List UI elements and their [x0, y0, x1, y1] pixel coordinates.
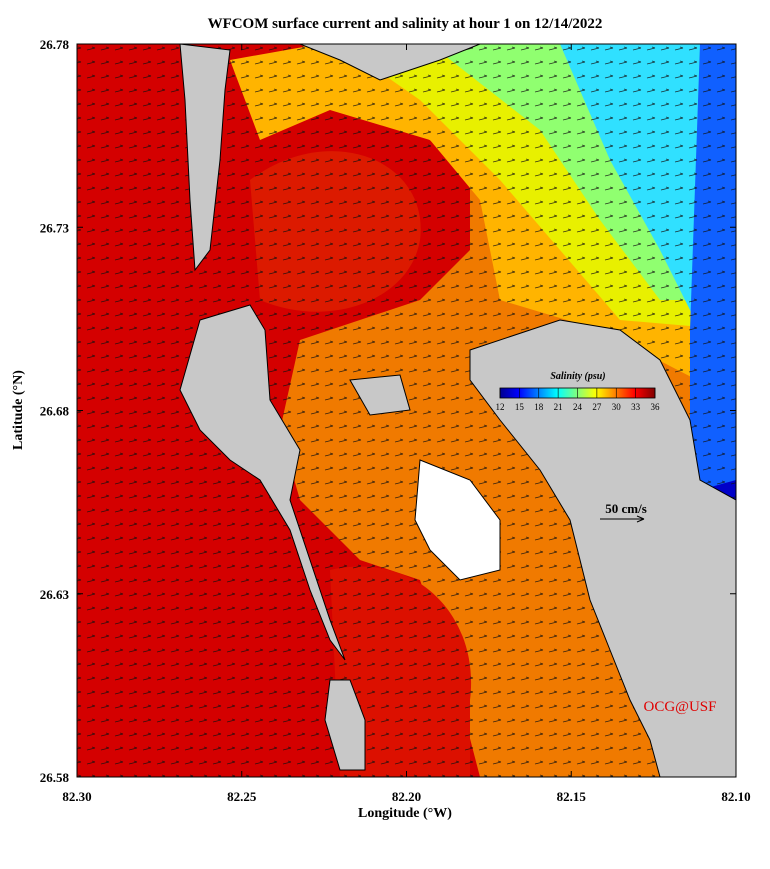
arrow-head	[636, 515, 645, 523]
land-north	[299, 44, 481, 81]
y-tick-label: 26.73	[40, 220, 70, 235]
land	[179, 44, 736, 777]
colorbar-tick-label: 18	[534, 402, 544, 412]
colorbar-tick-label: 36	[651, 402, 661, 412]
y-tick-label: 26.68	[40, 404, 70, 419]
colorbar-tick-label: 12	[496, 402, 505, 412]
y-axis-label: Latitude (°N)	[11, 370, 26, 450]
title: WFCOM surface current and salinity at ho…	[208, 16, 603, 32]
scale-arrow: 50 cm/s	[600, 501, 647, 523]
colorbar-tick-label: 30	[612, 402, 622, 412]
x-axis-label: Longitude (°W)	[358, 806, 452, 821]
lake	[414, 459, 501, 581]
y-tick-label: 26.78	[40, 37, 70, 52]
x-tick-label: 82.15	[557, 789, 587, 804]
colorbar-tick-label: 15	[515, 402, 525, 412]
colorbar-tick-label: 24	[573, 402, 583, 412]
x-tick-label: 82.30	[62, 789, 91, 804]
island	[179, 44, 231, 272]
x-tick-label: 82.20	[392, 789, 421, 804]
island	[179, 304, 346, 661]
x-tick-label: 82.10	[721, 789, 750, 804]
y-tick-label: 26.63	[40, 587, 70, 602]
credit: OCG@USF	[643, 699, 716, 715]
mainland	[469, 319, 736, 777]
y-tick-label: 26.58	[40, 770, 70, 785]
colorbar-title: Salinity (psu)	[550, 371, 605, 382]
x-tick-label: 82.25	[227, 789, 257, 804]
island	[349, 374, 411, 416]
colorbar-tick-label: 27	[592, 402, 602, 412]
colorbar-tick-label: 33	[631, 402, 641, 412]
salinity-field	[77, 44, 736, 777]
scale-label: 50 cm/s	[605, 501, 647, 516]
colorbar-tick-label: 21	[554, 402, 563, 412]
island	[324, 679, 366, 771]
